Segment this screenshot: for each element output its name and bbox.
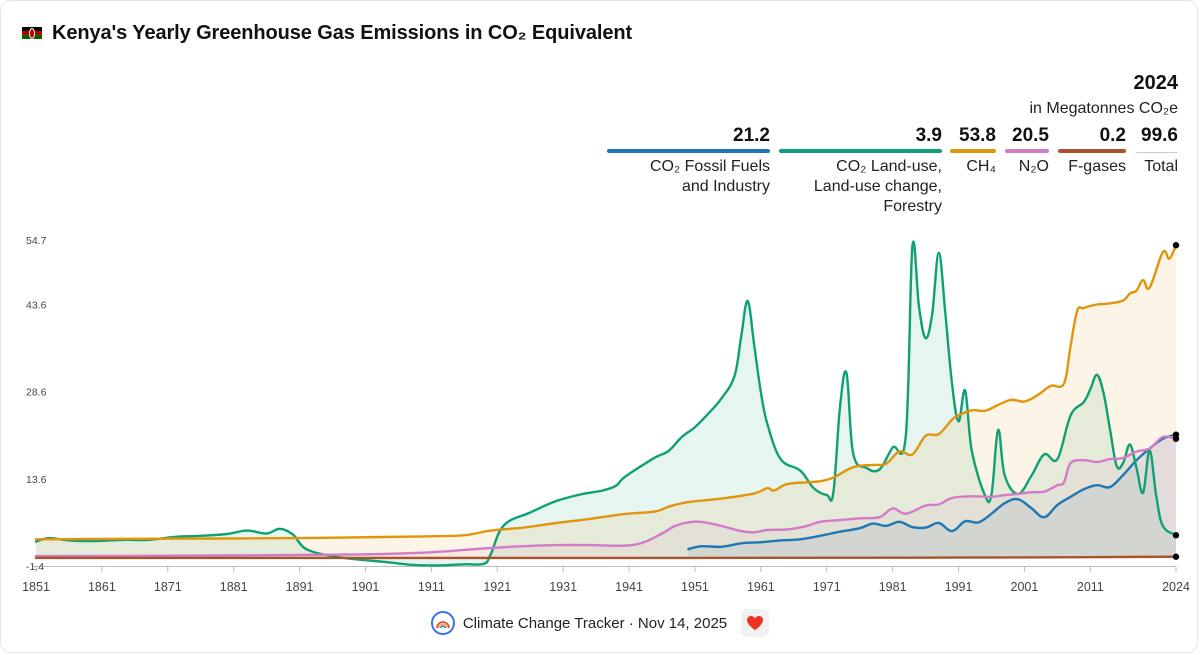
legend-fgases[interactable]: 0.2 F-gases <box>1058 124 1126 177</box>
legend-landuse-label-line: CO₂ Land-use, <box>836 158 942 175</box>
legend-landuse-swatch <box>779 149 942 153</box>
legend-ch4-value: 53.8 <box>959 125 996 146</box>
legend-fossil-swatch <box>607 149 770 153</box>
legend-landuse[interactable]: 3.9 CO₂ Land-use, Land-use change, Forestry <box>779 124 942 217</box>
y-tick-label: 13.6 <box>26 474 47 486</box>
x-tick-label: 1861 <box>88 580 116 594</box>
x-tick-label: 2011 <box>1077 580 1104 594</box>
x-tick-label: 2024 <box>1162 580 1190 594</box>
legend-fossil[interactable]: 21.2 CO₂ Fossil Fuels and Industry <box>607 124 770 197</box>
legend-fossil-label-line: and Industry <box>681 178 770 195</box>
heart-icon <box>747 616 764 630</box>
x-tick-label: 1891 <box>286 580 314 594</box>
series-line-n2o <box>34 435 1178 558</box>
series-area-n2o <box>36 436 1176 558</box>
x-tick-label: 1851 <box>22 580 50 594</box>
chart-title: Kenya's Yearly Greenhouse Gas Emissions … <box>52 21 633 44</box>
legend-total-value: 99.6 <box>1141 125 1178 146</box>
legend-n2o-label: N₂O <box>1005 157 1049 177</box>
climate-change-tracker-logo-icon <box>430 611 455 635</box>
legend-total-label-line: Total <box>1144 158 1178 175</box>
chart-plot: -1.4 13.6 28.6 43.6 54.7 1851 1861 1871 1881 1891… <box>22 235 1190 594</box>
legend-fgases-label: F-gases <box>1058 157 1126 177</box>
legend-n2o-value: 20.5 <box>1012 125 1049 146</box>
legend-fgases-label-line: F-gases <box>1068 158 1126 175</box>
y-tick-label: 43.6 <box>26 300 47 312</box>
legend-total-swatch <box>1135 149 1178 153</box>
y-tick-label: 28.6 <box>26 387 47 399</box>
y-tick-label: 54.7 <box>26 235 47 247</box>
endpoint-marker-landuse <box>1172 532 1180 539</box>
x-tick-label: 1941 <box>615 580 643 594</box>
legend-ch4-label: CH₄ <box>950 157 996 177</box>
legend-fossil-label-line: CO₂ Fossil Fuels <box>649 158 770 175</box>
legend-fossil-value: 21.2 <box>733 125 770 146</box>
x-tick-label: 2001 <box>1011 580 1039 594</box>
unit-label: in Megatonnes CO₂e <box>1029 100 1178 117</box>
endpoint-marker-n2o <box>1172 435 1180 442</box>
x-tick-label: 1931 <box>549 580 577 594</box>
x-tick-label: 1951 <box>681 580 709 594</box>
legend-total-label: Total <box>1135 157 1178 177</box>
legend-total[interactable]: 99.6 Total <box>1135 124 1178 177</box>
selected-year: 2024 <box>1133 72 1179 94</box>
footer: Climate Change Tracker · Nov 14, 2025 <box>0 608 1200 638</box>
legend-landuse-label-line: Land-use change, <box>813 178 942 195</box>
footer-source: Climate Change Tracker · Nov 14, 2025 <box>462 614 728 632</box>
chart-title-row: Kenya's Yearly Greenhouse Gas Emissions … <box>22 19 632 47</box>
x-tick-label: 1881 <box>220 580 248 594</box>
x-tick-label: 1901 <box>352 580 380 594</box>
series-area-landuse <box>36 241 1176 566</box>
legend-fgases-value: 0.2 <box>1099 125 1126 146</box>
legend-ch4-label-line: CH₄ <box>966 158 996 175</box>
legend-fgases-swatch <box>1058 149 1126 153</box>
series-line-fgases <box>34 555 1178 560</box>
x-tick-label: 1961 <box>747 580 775 594</box>
legend-ch4[interactable]: 53.8 CH₄ <box>950 124 996 177</box>
x-tick-label: 1921 <box>483 580 511 594</box>
y-tick-label: -1.4 <box>26 561 44 573</box>
series-line-fossil <box>687 433 1178 551</box>
kenya-flag-icon <box>22 26 42 40</box>
x-tick-label: 1981 <box>879 580 907 594</box>
endpoint-marker-fgases <box>1172 553 1180 560</box>
endpoint-marker-ch4 <box>1172 242 1180 249</box>
favorite-button[interactable] <box>741 609 770 637</box>
x-tick-label: 1871 <box>154 580 182 594</box>
legend-landuse-label-line: Forestry <box>883 198 942 215</box>
legend-landuse-label: CO₂ Land-use, Land-use change, Forestry <box>779 157 942 217</box>
legend-n2o-swatch <box>1005 149 1049 153</box>
legend-ch4-swatch <box>950 149 996 153</box>
x-tick-label: 1991 <box>945 580 973 594</box>
series-area-ch4 <box>36 245 1176 558</box>
legend-n2o-label-line: N₂O <box>1018 158 1049 175</box>
legend-landuse-value: 3.9 <box>915 125 942 146</box>
legend-fossil-label: CO₂ Fossil Fuels and Industry <box>607 157 770 197</box>
x-tick-label: 1911 <box>418 580 445 594</box>
series-area-fossil <box>688 434 1176 558</box>
x-tick-label: 1971 <box>813 580 841 594</box>
legend-n2o[interactable]: 20.5 N₂O <box>1005 124 1049 177</box>
series-line-ch4 <box>34 244 1178 541</box>
